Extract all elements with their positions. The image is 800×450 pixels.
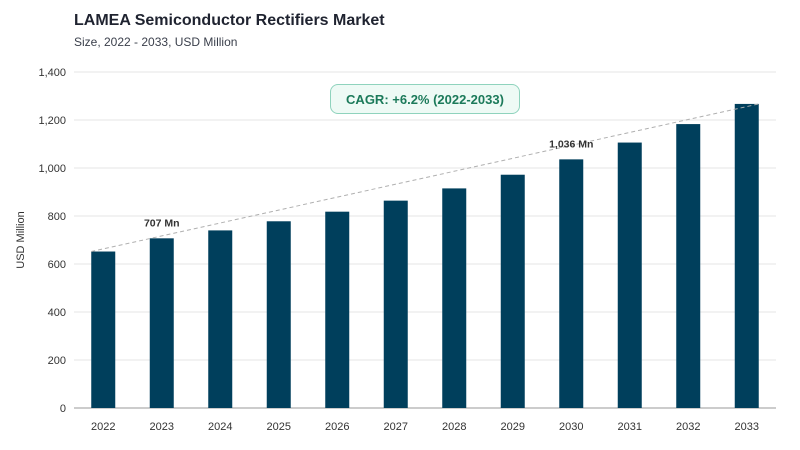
bar-2033: [734, 103, 759, 409]
bars: [91, 103, 759, 409]
bar-2026: [325, 211, 350, 408]
data-labels: 707 Mn 1,036 Mn: [144, 138, 593, 229]
x-tick-label: 2031: [618, 421, 642, 433]
y-tick-label: 200: [48, 355, 66, 367]
chart-subtitle: Size, 2022 - 2033, USD Million: [74, 35, 238, 49]
y-tick-label: 1,000: [38, 163, 66, 175]
y-tick-label: 600: [48, 259, 66, 271]
bar-2027: [383, 200, 408, 408]
data-label: 707 Mn: [144, 217, 180, 229]
chart-title: LAMEA Semiconductor Rectifiers Market: [74, 12, 385, 29]
bar-2031: [617, 142, 642, 408]
bar-2030: [559, 159, 584, 408]
bar-2023: [149, 238, 174, 408]
x-tick-label: 2022: [91, 421, 115, 433]
y-axis-ticks: 0 200 400 600 800 1,000 1,200 1,400: [38, 67, 66, 415]
bar-2029: [500, 174, 525, 408]
bar-2028: [442, 188, 467, 408]
x-tick-label: 2033: [735, 421, 759, 433]
bar-2024: [208, 230, 233, 408]
x-tick-label: 2024: [208, 421, 232, 433]
x-tick-label: 2026: [325, 421, 349, 433]
bar-2025: [266, 221, 291, 408]
x-tick-label: 2030: [559, 421, 583, 433]
y-axis-label: USD Million: [15, 211, 27, 268]
bar-2022: [91, 251, 116, 408]
grid-lines: [74, 71, 776, 409]
trend-line-group: [91, 103, 759, 253]
x-tick-label: 2029: [501, 421, 525, 433]
data-label: 1,036 Mn: [549, 138, 593, 150]
bar-2032: [676, 124, 701, 408]
y-tick-label: 800: [48, 211, 66, 223]
trend-line: [91, 103, 759, 253]
x-tick-label: 2028: [442, 421, 466, 433]
x-axis-ticks: 2022 2023 2024 2025 2026 2027 2028 2029 2030 2031…: [91, 421, 759, 433]
x-tick-label: 2032: [676, 421, 700, 433]
y-tick-label: 0: [60, 403, 66, 415]
y-tick-label: 1,200: [38, 115, 66, 127]
x-tick-label: 2025: [267, 421, 291, 433]
x-tick-label: 2027: [384, 421, 408, 433]
x-tick-label: 2023: [150, 421, 174, 433]
cagr-annotation: CAGR: +6.2% (2022-2033): [330, 84, 520, 114]
y-tick-label: 400: [48, 307, 66, 319]
y-tick-label: 1,400: [38, 67, 66, 79]
